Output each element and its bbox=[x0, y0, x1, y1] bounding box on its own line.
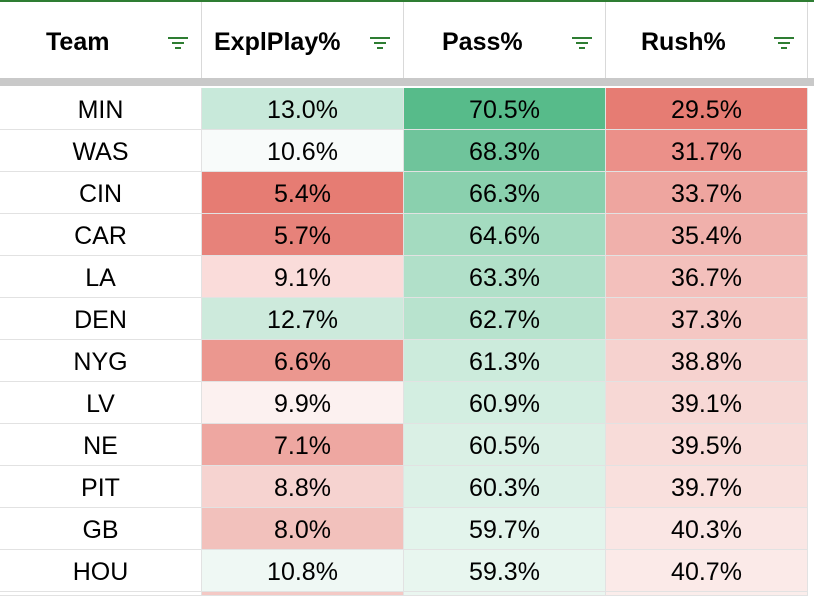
rush-cell[interactable]: 37.3% bbox=[606, 298, 808, 340]
team-cell[interactable]: DEN bbox=[0, 298, 202, 340]
frozen-row-divider[interactable] bbox=[0, 78, 814, 86]
partial-explplay-cell[interactable] bbox=[202, 592, 404, 596]
pass-cell[interactable]: 70.5% bbox=[404, 88, 606, 130]
header-team-label: Team bbox=[46, 28, 110, 56]
rush-cell[interactable]: 35.4% bbox=[606, 214, 808, 256]
filter-icon bbox=[774, 37, 794, 49]
partial-rush-cell[interactable] bbox=[606, 592, 808, 596]
pass-cell[interactable]: 60.5% bbox=[404, 424, 606, 466]
explplay-cell[interactable]: 8.0% bbox=[202, 508, 404, 550]
header-pass-label: Pass% bbox=[442, 28, 523, 56]
pass-cell[interactable]: 60.9% bbox=[404, 382, 606, 424]
header-team[interactable]: Team bbox=[0, 2, 202, 78]
rush-cell[interactable]: 31.7% bbox=[606, 130, 808, 172]
pass-cell[interactable]: 62.7% bbox=[404, 298, 606, 340]
pass-cell[interactable]: 59.7% bbox=[404, 508, 606, 550]
filter-icon bbox=[370, 37, 390, 49]
explplay-cell[interactable]: 10.8% bbox=[202, 550, 404, 592]
rush-cell[interactable]: 40.7% bbox=[606, 550, 808, 592]
pass-cell[interactable]: 61.3% bbox=[404, 340, 606, 382]
rush-cell[interactable]: 29.5% bbox=[606, 88, 808, 130]
team-cell[interactable]: WAS bbox=[0, 130, 202, 172]
header-pass[interactable]: Pass% bbox=[404, 2, 606, 78]
header-top-border bbox=[0, 0, 814, 2]
team-cell[interactable]: HOU bbox=[0, 550, 202, 592]
pass-cell[interactable]: 64.6% bbox=[404, 214, 606, 256]
team-cell[interactable]: CIN bbox=[0, 172, 202, 214]
pass-cell[interactable]: 68.3% bbox=[404, 130, 606, 172]
team-cell[interactable]: LV bbox=[0, 382, 202, 424]
team-cell[interactable]: NYG bbox=[0, 340, 202, 382]
team-filter-button[interactable] bbox=[168, 36, 188, 52]
rush-cell[interactable]: 33.7% bbox=[606, 172, 808, 214]
rush-filter-button[interactable] bbox=[774, 36, 794, 52]
explplay-cell[interactable]: 10.6% bbox=[202, 130, 404, 172]
explplay-cell[interactable]: 9.9% bbox=[202, 382, 404, 424]
pass-cell[interactable]: 66.3% bbox=[404, 172, 606, 214]
explplay-filter-button[interactable] bbox=[370, 36, 390, 52]
team-cell[interactable]: NE bbox=[0, 424, 202, 466]
team-cell[interactable]: MIN bbox=[0, 88, 202, 130]
pass-cell[interactable]: 60.3% bbox=[404, 466, 606, 508]
explplay-cell[interactable]: 5.7% bbox=[202, 214, 404, 256]
rush-cell[interactable]: 39.1% bbox=[606, 382, 808, 424]
header-rush[interactable]: Rush% bbox=[606, 2, 808, 78]
explplay-cell[interactable]: 8.8% bbox=[202, 466, 404, 508]
rush-cell[interactable]: 40.3% bbox=[606, 508, 808, 550]
explplay-cell[interactable]: 12.7% bbox=[202, 298, 404, 340]
rush-cell[interactable]: 36.7% bbox=[606, 256, 808, 298]
team-cell[interactable]: LA bbox=[0, 256, 202, 298]
filter-icon bbox=[572, 37, 592, 49]
explplay-cell[interactable]: 9.1% bbox=[202, 256, 404, 298]
rush-cell[interactable]: 38.8% bbox=[606, 340, 808, 382]
header-rush-label: Rush% bbox=[641, 28, 726, 56]
header-explplay[interactable]: ExplPlay% bbox=[202, 2, 404, 78]
team-cell[interactable]: CAR bbox=[0, 214, 202, 256]
rush-cell[interactable]: 39.7% bbox=[606, 466, 808, 508]
filter-icon bbox=[168, 37, 188, 49]
explplay-cell[interactable]: 7.1% bbox=[202, 424, 404, 466]
partial-pass-cell[interactable] bbox=[404, 592, 606, 596]
team-cell[interactable]: GB bbox=[0, 508, 202, 550]
team-cell[interactable]: PIT bbox=[0, 466, 202, 508]
pass-cell[interactable]: 59.3% bbox=[404, 550, 606, 592]
explplay-cell[interactable]: 5.4% bbox=[202, 172, 404, 214]
pass-cell[interactable]: 63.3% bbox=[404, 256, 606, 298]
partial-team-cell[interactable] bbox=[0, 592, 202, 596]
explplay-cell[interactable]: 13.0% bbox=[202, 88, 404, 130]
rush-cell[interactable]: 39.5% bbox=[606, 424, 808, 466]
header-explplay-label: ExplPlay% bbox=[214, 28, 341, 56]
pass-filter-button[interactable] bbox=[572, 36, 592, 52]
explplay-cell[interactable]: 6.6% bbox=[202, 340, 404, 382]
